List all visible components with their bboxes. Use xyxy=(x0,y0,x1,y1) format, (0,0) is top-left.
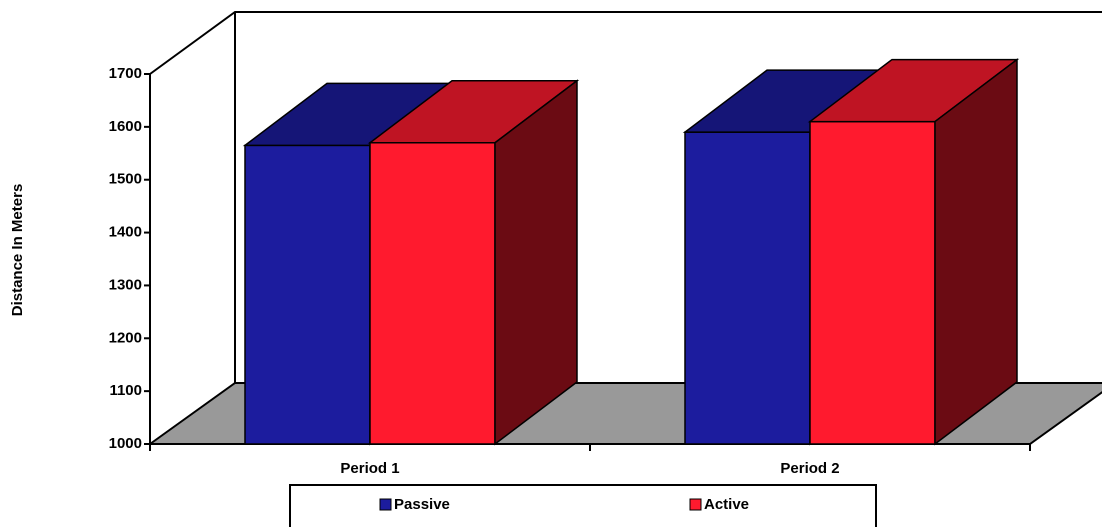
bar-front xyxy=(369,141,496,445)
bar-front xyxy=(684,131,811,445)
y-tick-label: 1300 xyxy=(109,276,142,293)
x-tick-label: Period 1 xyxy=(340,460,399,477)
y-tick-label: 1000 xyxy=(109,435,142,452)
y-tick-label: 1600 xyxy=(109,118,142,135)
y-axis-label: Distance In Meters xyxy=(9,184,26,317)
y-tick-label: 1200 xyxy=(109,329,142,346)
y-tick-label: 1100 xyxy=(109,382,142,399)
bar-front xyxy=(809,120,936,445)
legend-label: Active xyxy=(704,496,749,513)
y-tick-label: 1400 xyxy=(109,224,142,241)
legend xyxy=(289,484,877,527)
legend-swatch xyxy=(379,498,392,511)
y-tick-label: 1700 xyxy=(109,65,142,82)
bar-side xyxy=(934,58,1018,446)
legend-label: Passive xyxy=(394,496,450,513)
bar-front xyxy=(244,144,371,445)
x-tick-label: Period 2 xyxy=(780,460,839,477)
bar-side xyxy=(494,79,578,446)
legend-swatch xyxy=(689,498,702,511)
y-tick-label: 1500 xyxy=(109,171,142,188)
